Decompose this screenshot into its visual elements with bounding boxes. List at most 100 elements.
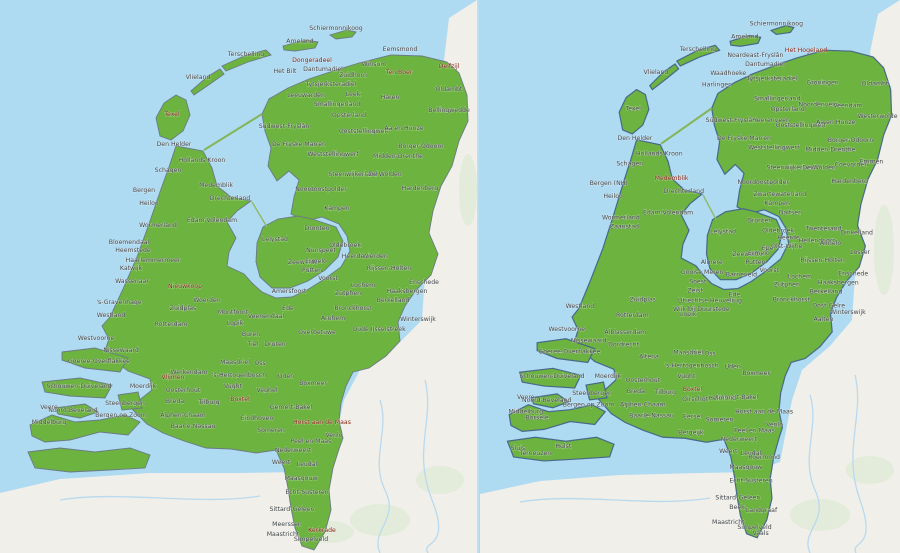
municipality-label: Weert bbox=[719, 448, 738, 455]
municipality-label: Ooststellingwerf bbox=[776, 122, 827, 129]
municipality-label: Kampen bbox=[324, 205, 350, 212]
municipality-label: Medemblik bbox=[655, 175, 689, 182]
municipality-label: Breda bbox=[627, 388, 645, 395]
municipality-label: Kerkrade bbox=[308, 527, 336, 534]
municipality-label: Ameland bbox=[286, 38, 313, 45]
municipality-label: Het Hogeland bbox=[785, 47, 827, 54]
municipality-label: Berkelland bbox=[810, 289, 843, 296]
municipality-label: Baarle-Nassau bbox=[629, 413, 674, 420]
municipality-label: Bergen (NH) bbox=[590, 180, 628, 187]
municipality-label: Venlo bbox=[766, 421, 783, 428]
municipality-label: Wierden bbox=[362, 253, 388, 260]
municipality-label: Noordoostpolder bbox=[295, 186, 347, 193]
municipality-label: Lelystad bbox=[262, 236, 288, 243]
municipality-label: Steenwijkerland bbox=[766, 164, 816, 171]
municipality-label: Steenwijkerland bbox=[328, 171, 378, 178]
municipality-label: Veere bbox=[40, 404, 58, 411]
municipality-label: Dinkelland bbox=[840, 229, 873, 236]
municipality-label: Nissewaard bbox=[103, 347, 139, 354]
municipality-label: Tytsjerksteradiel bbox=[746, 76, 798, 83]
municipality-label: Schouwen-Duiveland bbox=[519, 373, 584, 380]
river bbox=[59, 495, 261, 501]
municipality-label: Wassenaar bbox=[115, 278, 149, 285]
municipality-label: Hulst bbox=[555, 443, 572, 450]
municipality-label: Vlijmen bbox=[161, 374, 184, 381]
municipality-label: Westland bbox=[97, 312, 126, 319]
municipality-label: Lelystad bbox=[710, 228, 736, 235]
municipality-label: Winterswijk bbox=[400, 316, 436, 323]
municipality-label: Moerdijk bbox=[595, 373, 622, 380]
municipality-label: Aa en Hunze bbox=[816, 119, 855, 126]
municipality-label: Aalten bbox=[814, 316, 834, 323]
municipality-label: Midden-Drenthe bbox=[373, 153, 423, 160]
municipality-label: Vught bbox=[224, 383, 243, 390]
municipality-label: Noordenveld bbox=[798, 101, 837, 108]
municipality-label: 's-Gravenhage bbox=[96, 299, 142, 306]
municipality-label: Leudal bbox=[297, 461, 318, 468]
municipality-label: Vlieland bbox=[186, 74, 211, 81]
municipality-label: Súdwest-Fryslân bbox=[706, 116, 757, 124]
municipality-label: Landgraaf bbox=[746, 507, 778, 514]
municipality-label: Venlo bbox=[326, 432, 343, 439]
municipality-label: Veendam bbox=[833, 102, 862, 109]
municipality-label: Medemblik bbox=[199, 182, 233, 189]
municipality-label: Middelburg bbox=[508, 409, 543, 416]
municipality-label: Kampen bbox=[764, 200, 790, 207]
municipality-label: Tytsjerksteradiel bbox=[305, 81, 357, 88]
municipality-label: De Fryske Marren bbox=[272, 141, 326, 148]
municipality-label: Barneveld bbox=[726, 272, 757, 279]
municipality-label: Alblasserdam bbox=[604, 329, 646, 336]
municipality-label: Schiermonnikoog bbox=[750, 21, 804, 28]
municipality-label: Nieuwkoop bbox=[168, 283, 202, 290]
municipality-label: Berkelland bbox=[377, 297, 410, 304]
municipality-label: Alphen-Chaam bbox=[620, 402, 666, 409]
municipality-label: Veghel bbox=[257, 387, 278, 394]
municipality-label: Nunspeet bbox=[306, 247, 336, 254]
municipality-label: Dantumadiel bbox=[745, 61, 785, 68]
municipality-label: Terschelling bbox=[679, 46, 717, 53]
municipality-label: Hollands Kroon bbox=[179, 157, 226, 164]
municipality-label: Heemstede bbox=[115, 247, 151, 254]
municipality-label: Zwartewaterland bbox=[753, 191, 806, 198]
map-right[interactable]: Schiermonnikoog Ameland Terschelling Vliela… bbox=[506, 12, 898, 539]
municipality-label: Emmen bbox=[860, 158, 884, 165]
municipality-label: Weststellingwerf bbox=[748, 145, 800, 152]
municipality-label: Oldambt bbox=[862, 81, 889, 88]
municipality-label: Edam-Volendam bbox=[643, 210, 693, 217]
municipality-label: Ermelo bbox=[305, 258, 327, 265]
municipality-label: Groningen bbox=[806, 80, 838, 87]
municipality-label: Lopik bbox=[680, 311, 697, 318]
municipality-label: Moerdijk bbox=[130, 383, 157, 390]
municipality-label: Maasdriel bbox=[220, 359, 250, 366]
municipality-label: Dongeradeel bbox=[292, 57, 332, 64]
municipality-label: Oldebroek bbox=[762, 227, 794, 234]
municipality-label: De Fryske Marren bbox=[717, 135, 771, 142]
municipality-label: Bronckhorst bbox=[773, 296, 811, 303]
municipality-label: Peel en Maas bbox=[291, 438, 332, 445]
municipality-label: Westvoorne bbox=[78, 335, 115, 342]
municipality-label: Sittard-Geleen bbox=[715, 494, 760, 501]
municipality-label: Maastricht bbox=[267, 531, 300, 538]
municipality-label: Baarle-Nassau bbox=[171, 423, 216, 430]
labels-left: Schiermonnikoog Ameland Terschelling Vliela… bbox=[31, 25, 470, 544]
municipality-label: Ameland bbox=[731, 33, 758, 40]
municipality-label: Lopik bbox=[227, 320, 244, 327]
map-left[interactable]: Schiermonnikoog Ameland Terschelling Vliela… bbox=[26, 16, 475, 552]
municipality-label: Eemsmond bbox=[383, 46, 418, 53]
municipality-label: Goeree-Overflakkee bbox=[538, 349, 600, 356]
municipality-label: Nederweert bbox=[721, 436, 758, 443]
municipality-label: Borger-Odoorn bbox=[828, 137, 874, 144]
municipality-label: Veenendaal bbox=[248, 313, 285, 320]
municipality-label: 's-Hertogenbosch bbox=[212, 372, 266, 379]
municipality-label: Terschelling bbox=[227, 51, 265, 58]
municipality-label: Westvoorne bbox=[548, 326, 585, 333]
municipality-label: Zeist bbox=[687, 288, 703, 295]
municipality-label: Bergen op Zoom bbox=[95, 412, 147, 419]
municipality-label: Harlingen bbox=[702, 82, 732, 89]
municipality-label: Oude IJsselstreek bbox=[352, 326, 406, 333]
municipality-label: Sluis bbox=[511, 445, 526, 452]
municipality-label: Alphen-Chaam bbox=[160, 412, 206, 419]
municipality-label: Rotterdam bbox=[155, 321, 188, 328]
municipality-label: Haarlemmermeer bbox=[126, 257, 181, 264]
